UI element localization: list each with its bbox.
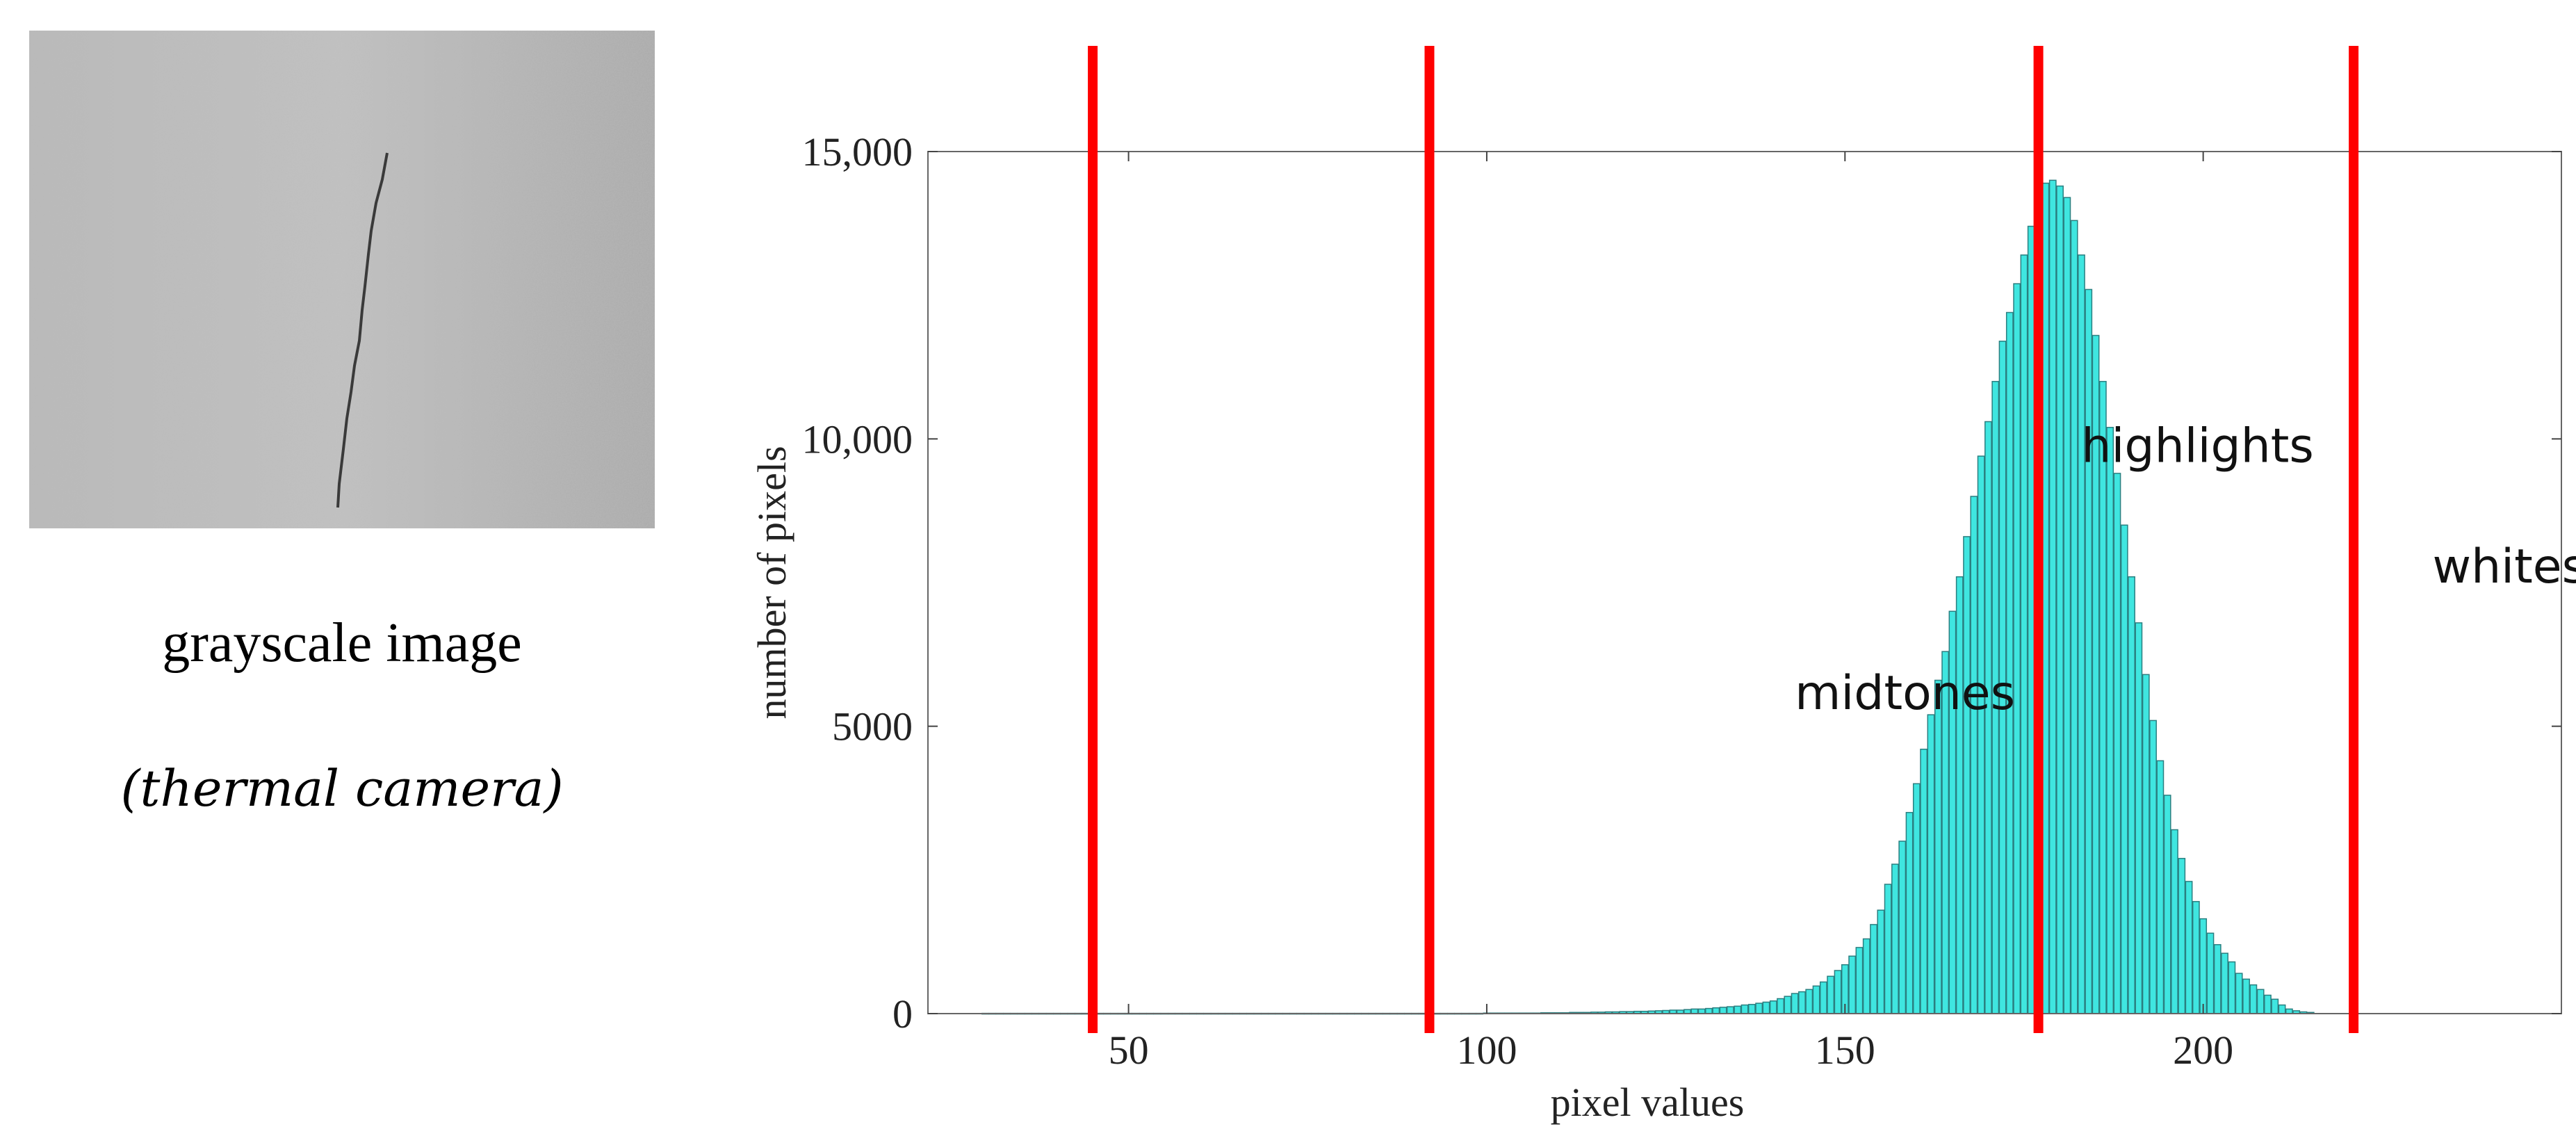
histogram-bar <box>2120 524 2128 1014</box>
annotation-label: midtones <box>1795 666 2015 721</box>
histogram-bar <box>2078 254 2085 1014</box>
axis-ticks: 50 100 150 200 0 5000 10,000 15,000 <box>802 129 2561 1073</box>
y-tick-label: 10,000 <box>802 416 913 462</box>
annotation-label: highlights <box>2081 419 2313 473</box>
histogram-bar <box>1834 970 1842 1014</box>
x-tick-label: 50 <box>1109 1028 1149 1073</box>
histogram-bar <box>2221 952 2228 1014</box>
histogram-bar <box>1762 1001 1770 1014</box>
histogram-bar <box>1719 1007 1727 1014</box>
histogram-bar <box>1920 748 1928 1014</box>
histogram-bar <box>1927 714 1935 1014</box>
histogram-bar <box>2149 720 2157 1014</box>
histogram-bar <box>1870 924 1877 1014</box>
histogram-bar <box>1934 679 1942 1014</box>
histogram-bar <box>1777 998 1784 1014</box>
histogram-bar <box>1784 996 1792 1014</box>
histogram-bar <box>2206 932 2215 1014</box>
histogram-bar <box>1819 981 1827 1014</box>
histogram-bar <box>1791 993 1799 1014</box>
histogram-bar <box>1912 783 1921 1014</box>
crack-line <box>336 152 389 508</box>
histogram-bar <box>2249 984 2258 1014</box>
x-tick-label: 200 <box>2173 1028 2233 1073</box>
plot-frame <box>927 151 2562 1014</box>
histogram-bar <box>2278 1004 2286 1014</box>
histogram-bar <box>1955 576 1964 1014</box>
grayscale-thermal-image <box>29 31 655 528</box>
histogram-bar <box>1712 1007 1720 1014</box>
histogram-bar <box>2142 674 2150 1014</box>
histogram-bar <box>2271 998 2279 1014</box>
histogram-bar <box>1747 1004 1756 1014</box>
histogram-bar <box>2056 185 2064 1014</box>
histogram-bar <box>1877 909 1885 1014</box>
histogram-bar <box>1855 947 1864 1014</box>
histogram-bar <box>1755 1002 1763 1014</box>
histogram-bar <box>1884 884 1892 1014</box>
histogram-bar <box>2106 427 2114 1014</box>
histogram-bar <box>2171 829 2178 1014</box>
histogram-bar <box>2256 989 2265 1014</box>
y-axis-label: number of pixels <box>749 446 794 719</box>
histogram-bar <box>2235 973 2243 1014</box>
histogram-bar <box>1827 975 1835 1014</box>
histogram-bar <box>2020 254 2028 1014</box>
histogram-bar <box>2242 978 2250 1014</box>
histogram-bar <box>1769 1000 1777 1014</box>
histogram-bar <box>1848 955 1857 1014</box>
histogram-bar <box>1734 1005 1742 1014</box>
histogram-bar <box>1862 938 1870 1014</box>
histogram-bar <box>2048 179 2057 1014</box>
histogram-bar <box>1898 841 1907 1014</box>
histogram-bar <box>1977 455 1985 1014</box>
histogram-bar <box>2085 289 2093 1014</box>
annotations: midtones highlights whites <box>1795 419 2576 720</box>
x-tick-label: 150 <box>1815 1028 1875 1073</box>
histogram-bar <box>1705 1007 1713 1014</box>
y-tick-label: 0 <box>892 991 913 1037</box>
histogram-bar <box>1812 985 1820 1014</box>
histogram-bar <box>2213 944 2222 1014</box>
histogram-bar <box>2192 901 2200 1014</box>
histogram-bar <box>1805 989 1813 1014</box>
histogram-bar <box>2185 881 2193 1014</box>
histogram-bar <box>2128 576 2135 1014</box>
histogram-bar <box>1798 991 1806 1014</box>
image-texture <box>29 31 655 528</box>
histogram-bar <box>1741 1004 1749 1014</box>
y-tick-label: 15,000 <box>802 129 913 174</box>
histogram-bar <box>2264 994 2272 1014</box>
histogram-bars <box>981 179 2315 1015</box>
histogram-bar <box>1970 496 1978 1014</box>
image-subcaption: (thermal camera) <box>120 759 564 818</box>
histogram-bar <box>1905 811 1914 1014</box>
x-axis-label: pixel values <box>1551 1080 1745 1125</box>
histogram-bar <box>2228 961 2236 1014</box>
x-tick-label: 100 <box>1456 1028 1517 1073</box>
histogram-bar <box>1726 1006 1734 1014</box>
histogram-bar <box>2135 622 2143 1014</box>
image-caption: grayscale image <box>162 612 522 674</box>
histogram-bar <box>2041 182 2050 1014</box>
histogram-bar <box>2005 311 2014 1014</box>
threshold-lines <box>1088 46 2359 1033</box>
histogram-bar <box>2156 760 2165 1014</box>
histogram-bar <box>1963 536 1971 1014</box>
histogram-bar <box>2070 220 2078 1014</box>
y-tick-label: 5000 <box>832 704 913 749</box>
histogram-bar <box>2013 283 2021 1014</box>
annotation-label: whites <box>2432 539 2576 594</box>
histogram-bar <box>2163 795 2171 1014</box>
histogram-bar <box>2063 197 2071 1014</box>
histogram-bar <box>2178 858 2186 1014</box>
histogram-bar <box>2199 918 2208 1014</box>
histogram-bar <box>2098 380 2107 1014</box>
histogram-bar <box>2027 225 2035 1014</box>
histogram-bar <box>1891 863 1899 1014</box>
histogram-bar <box>2113 473 2121 1014</box>
